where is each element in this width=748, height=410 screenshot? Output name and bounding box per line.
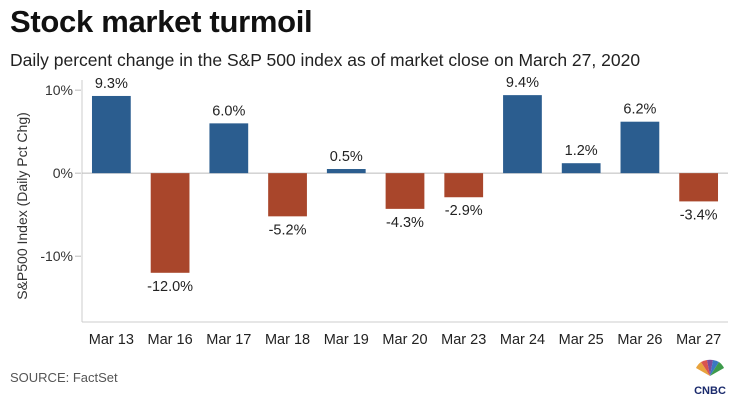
- chart-title: Stock market turmoil: [10, 4, 313, 39]
- x-tick-label: Mar 18: [265, 332, 310, 348]
- data-label: -2.9%: [445, 203, 483, 219]
- data-label: 6.0%: [212, 103, 245, 119]
- y-axis-label: S&P500 Index (Daily Pct Chg): [14, 112, 30, 300]
- bar: [150, 173, 190, 273]
- bar: [679, 173, 719, 202]
- x-tick-label: Mar 20: [382, 332, 427, 348]
- data-label: 1.2%: [565, 143, 598, 159]
- bar: [209, 123, 249, 174]
- chart-subtitle: Daily percent change in the S&P 500 inde…: [10, 50, 641, 70]
- data-label: 6.2%: [623, 102, 656, 118]
- x-tick-label: Mar 17: [206, 332, 251, 348]
- data-label: 9.4%: [506, 75, 539, 91]
- x-tick-label: Mar 19: [324, 332, 369, 348]
- bar: [620, 121, 660, 174]
- y-tick-label: -10%: [40, 248, 73, 264]
- bar: [385, 173, 425, 209]
- data-label: -5.2%: [269, 222, 307, 238]
- x-tick-label: Mar 23: [441, 332, 486, 348]
- source-note: SOURCE: FactSet: [10, 370, 118, 385]
- bar: [326, 169, 366, 174]
- bar: [91, 95, 131, 174]
- bar: [268, 173, 307, 217]
- data-label: -12.0%: [147, 279, 193, 295]
- x-tick-label: Mar 25: [559, 332, 604, 348]
- x-tick-label: Mar 13: [89, 332, 134, 348]
- x-tick-label: Mar 27: [676, 332, 721, 348]
- x-tick-label: Mar 26: [617, 332, 662, 348]
- data-label: -3.4%: [680, 207, 718, 223]
- y-tick-label: 10%: [45, 82, 73, 98]
- y-tick-label: 0%: [53, 165, 73, 181]
- data-label: 0.5%: [330, 149, 363, 165]
- x-tick-label: Mar 24: [500, 332, 545, 348]
- x-tick-label: Mar 16: [148, 332, 193, 348]
- bar: [561, 163, 601, 174]
- logo-text: CNBC: [694, 385, 726, 397]
- bar: [503, 95, 542, 174]
- data-label: 9.3%: [95, 76, 128, 92]
- data-label: -4.3%: [386, 215, 424, 231]
- bar: [444, 173, 484, 198]
- cnbc-logo: CNBC: [694, 359, 726, 397]
